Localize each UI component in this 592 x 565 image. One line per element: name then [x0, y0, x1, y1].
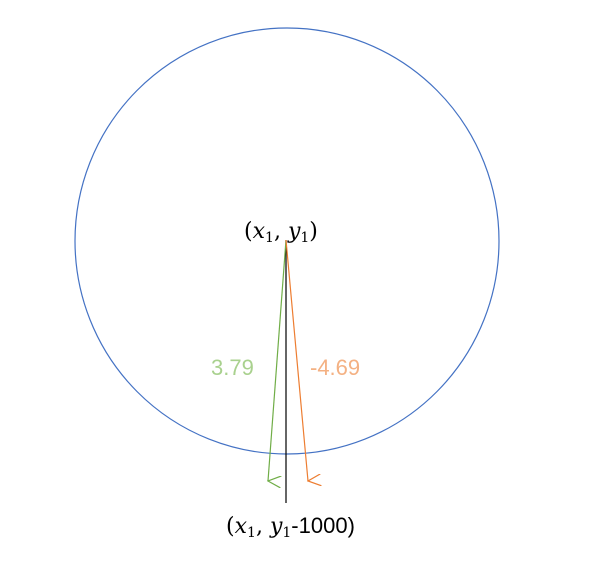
angle-label-right: -4.69 [310, 355, 360, 380]
green-arrow [268, 239, 287, 481]
orange-arrow [285, 239, 308, 481]
angle-label-left: 3.79 [211, 355, 254, 380]
center-point-label: (x1, y1) [244, 219, 318, 246]
bottom-point-label: (x1, y1-1000) [226, 513, 355, 541]
circle [74, 27, 500, 455]
